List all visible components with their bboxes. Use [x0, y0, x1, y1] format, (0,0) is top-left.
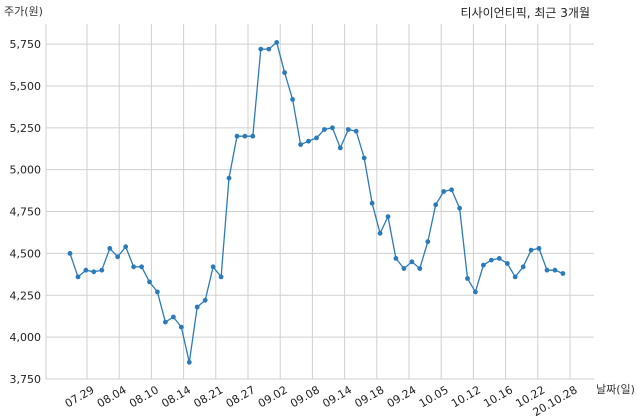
- data-point: [361, 155, 367, 161]
- data-point: [298, 142, 303, 148]
- y-tick-label: 4,250: [10, 289, 42, 302]
- data-point: [194, 304, 200, 310]
- data-point: [282, 70, 287, 75]
- grid-lines: [45, 24, 594, 380]
- y-tick-label: 5,000: [10, 164, 42, 177]
- data-point: [520, 264, 526, 270]
- x-tick-label: 08.21: [192, 383, 226, 410]
- data-point: [528, 247, 534, 253]
- x-tick-label: 09.02: [256, 383, 290, 410]
- data-point: [266, 46, 272, 52]
- data-point: [314, 135, 319, 141]
- data-point: [163, 319, 168, 325]
- data-point: [131, 264, 137, 270]
- data-point: [155, 289, 160, 295]
- x-tick-label: 10.12: [449, 383, 483, 410]
- data-point: [115, 254, 121, 260]
- x-tick-label: 09.24: [385, 383, 419, 410]
- data-point: [536, 246, 542, 251]
- data-point: [91, 269, 97, 275]
- data-point: [234, 133, 240, 139]
- x-tick-label: 08.27: [224, 383, 258, 410]
- x-tick-label: 08.04: [95, 383, 129, 410]
- x-tick-label: 08.14: [159, 383, 193, 410]
- x-tick-label: 10.05: [417, 383, 451, 410]
- data-point: [441, 189, 447, 194]
- y-axis-title: 주가(원): [4, 5, 43, 18]
- data-point: [473, 289, 478, 295]
- data-point: [186, 359, 192, 365]
- data-point: [67, 251, 73, 256]
- data-point: [345, 127, 351, 132]
- data-point: [449, 187, 454, 193]
- data-point: [409, 259, 415, 265]
- x-tick-label: 09.14: [320, 383, 354, 410]
- data-point: [178, 324, 184, 330]
- data-point: [504, 261, 510, 266]
- y-axis-ticks: 3,750 4,000 4,250 4,500 4,750 5,000 5,250 5,500…: [10, 38, 42, 386]
- data-point: [330, 125, 335, 131]
- x-tick-label: 09.18: [353, 383, 387, 410]
- data-point: [417, 266, 423, 271]
- x-tick-label: 10.16: [481, 383, 515, 410]
- x-axis-title: 날짜(일): [596, 382, 635, 396]
- data-point: [489, 257, 494, 263]
- data-point: [496, 256, 502, 261]
- data-point: [147, 279, 152, 285]
- data-point: [210, 264, 216, 270]
- y-tick-label: 5,250: [10, 122, 42, 135]
- y-tick-label: 4,500: [10, 247, 42, 260]
- x-axis-ticks: 07.2908.0408.1008.1408.2108.2709.0209.08…: [63, 383, 580, 419]
- data-point: [290, 97, 295, 102]
- data-point: [139, 264, 145, 270]
- data-point: [433, 202, 439, 208]
- data-point: [544, 267, 550, 273]
- y-tick-label: 5,750: [10, 38, 42, 51]
- chart-title: 티사이언티픽, 최근 3개월: [461, 6, 590, 20]
- data-point: [425, 239, 431, 245]
- data-point: [274, 40, 280, 45]
- data-point: [123, 244, 129, 250]
- data-point: [337, 145, 343, 151]
- data-point: [83, 267, 89, 273]
- data-point: [369, 200, 375, 206]
- data-point: [226, 175, 232, 181]
- y-tick-label: 4,750: [10, 206, 42, 219]
- x-tick-label: 08.10: [127, 383, 161, 410]
- data-point: [481, 262, 486, 268]
- data-point: [512, 274, 518, 280]
- data-point: [258, 46, 264, 52]
- data-point: [218, 274, 224, 280]
- data-point: [560, 271, 566, 276]
- data-point: [75, 274, 81, 280]
- data-point: [250, 133, 256, 139]
- data-point: [306, 138, 311, 144]
- series-line: [69, 41, 564, 363]
- data-point: [393, 256, 399, 261]
- x-tick-label: 09.08: [288, 383, 322, 410]
- y-tick-label: 3,750: [10, 373, 42, 386]
- data-point: [242, 133, 248, 139]
- data-point: [465, 276, 470, 281]
- y-tick-label: 5,500: [10, 80, 42, 93]
- x-tick-label: 07.29: [63, 383, 97, 410]
- data-point: [457, 205, 462, 211]
- data-point: [377, 230, 383, 236]
- data-point: [171, 314, 176, 320]
- data-point: [107, 246, 113, 251]
- data-point: [385, 214, 391, 220]
- data-point: [353, 128, 359, 134]
- data-point: [322, 127, 327, 132]
- data-point: [552, 267, 558, 273]
- data-point: [401, 266, 407, 271]
- data-point: [202, 297, 208, 303]
- data-point: [99, 267, 105, 273]
- y-tick-label: 4,000: [10, 331, 42, 344]
- data-points: [67, 40, 566, 365]
